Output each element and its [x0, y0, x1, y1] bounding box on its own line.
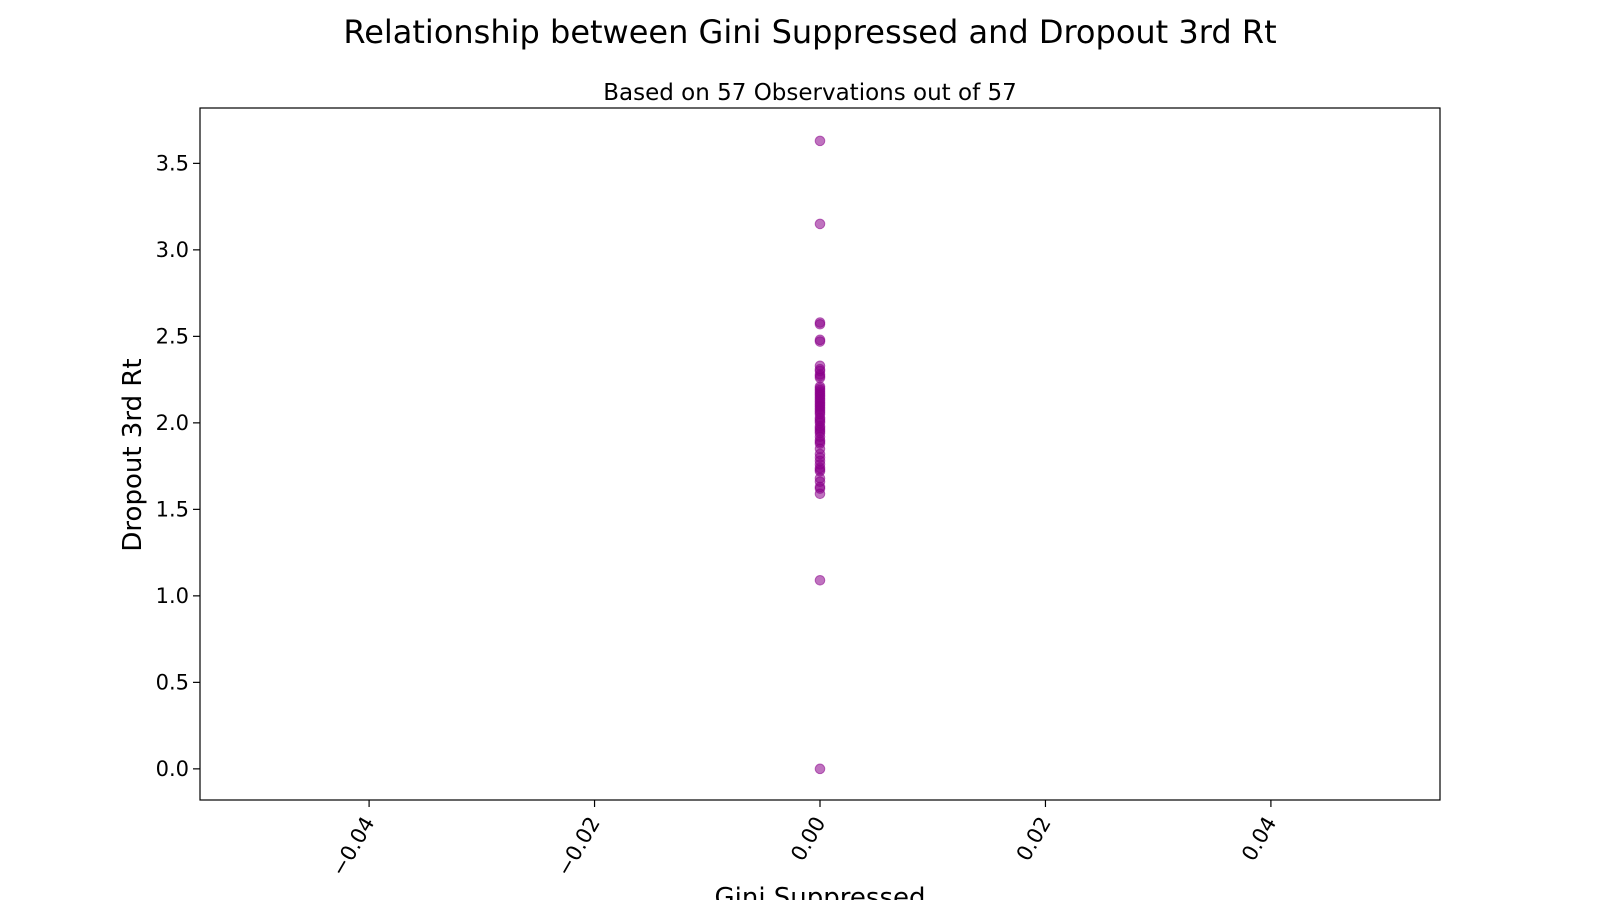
data-points	[814, 135, 826, 775]
x-axis-label: Gini Suppressed	[714, 883, 925, 900]
data-point	[814, 317, 826, 328]
data-point	[814, 334, 826, 346]
chart-title: Relationship between Gini Suppressed and…	[343, 13, 1276, 51]
data-point	[814, 763, 826, 775]
plot-area-frame	[199, 107, 1441, 801]
data-point	[814, 360, 826, 372]
y-tick-label: 2.0	[156, 411, 189, 435]
x-axis-ticks: −0.04 −0.02 0.00 0.02 0.04	[326, 800, 1281, 880]
data-point	[814, 135, 826, 147]
x-tick-label: −0.04	[326, 813, 379, 881]
y-tick-label: 2.5	[156, 324, 189, 348]
x-tick-label: 0.00	[786, 813, 830, 866]
y-tick-label: 3.0	[156, 238, 189, 262]
x-tick-label: −0.02	[552, 813, 605, 881]
data-point	[814, 218, 826, 230]
y-axis-ticks: 0.0 0.5 1.0 1.5 2.0 2.5 3.0 3.5	[156, 151, 200, 781]
y-tick-label: 3.5	[156, 151, 189, 175]
y-tick-label: 1.0	[156, 584, 189, 608]
x-tick-label: 0.04	[1237, 813, 1281, 866]
data-point	[814, 574, 826, 586]
y-tick-label: 1.5	[156, 497, 189, 521]
y-axis-label: Dropout 3rd Rt	[118, 358, 148, 551]
chart-subtitle: Based on 57 Observations out of 57	[603, 80, 1017, 106]
y-tick-label: 0.5	[156, 670, 189, 694]
x-tick-label: 0.02	[1012, 813, 1056, 866]
y-tick-label: 0.0	[156, 757, 189, 781]
